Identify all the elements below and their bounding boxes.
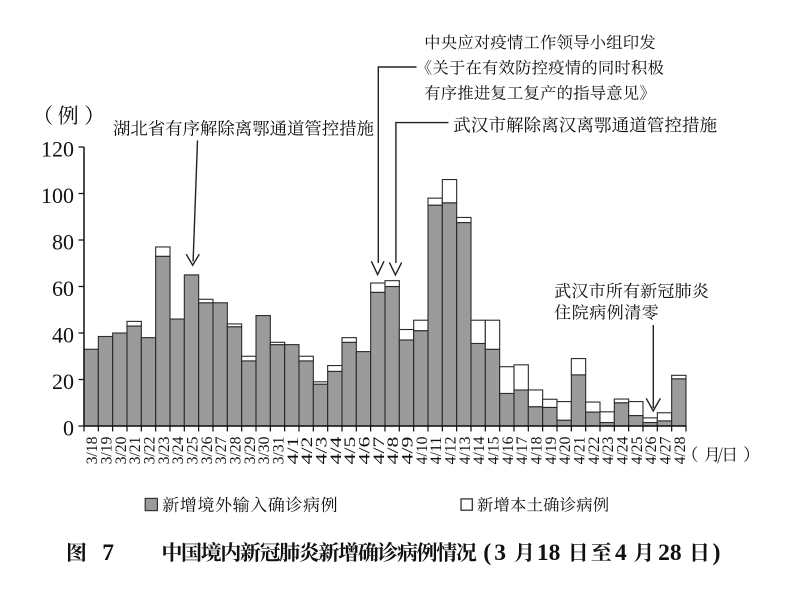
svg-text:4/27: 4/27 <box>656 437 675 465</box>
svg-text:4/14: 4/14 <box>469 437 488 465</box>
svg-text:4/16: 4/16 <box>498 437 517 465</box>
svg-text:100: 100 <box>41 183 74 208</box>
svg-text:3/18: 3/18 <box>82 437 101 465</box>
svg-text:4/22: 4/22 <box>584 437 603 465</box>
svg-text:4/4: 4/4 <box>326 437 345 465</box>
svg-text:3/28: 3/28 <box>226 437 245 465</box>
svg-text:4: 4 <box>615 540 627 566</box>
svg-text:4/10: 4/10 <box>412 437 431 465</box>
svg-text:4/26: 4/26 <box>641 437 660 465</box>
svg-text:4/24: 4/24 <box>613 437 632 465</box>
svg-text:4/5: 4/5 <box>340 437 359 465</box>
svg-text:4/11: 4/11 <box>426 437 445 465</box>
svg-text:20: 20 <box>52 369 74 394</box>
svg-text:4/18: 4/18 <box>527 437 546 465</box>
svg-text:3/31: 3/31 <box>269 437 288 465</box>
svg-text:3/27: 3/27 <box>211 437 230 465</box>
svg-text:4/23: 4/23 <box>598 437 617 465</box>
svg-text:): ) <box>713 540 721 566</box>
svg-text:18: 18 <box>537 540 561 566</box>
svg-text:80: 80 <box>52 229 74 254</box>
svg-text:60: 60 <box>52 276 74 301</box>
svg-text:28: 28 <box>658 540 682 566</box>
svg-text:120: 120 <box>41 136 74 161</box>
svg-text:40: 40 <box>52 322 74 347</box>
svg-text:3/20: 3/20 <box>111 437 130 465</box>
svg-text:3/24: 3/24 <box>168 437 187 465</box>
svg-text:3/19: 3/19 <box>97 437 116 465</box>
svg-text:3/21: 3/21 <box>125 437 144 465</box>
svg-text:4/15: 4/15 <box>484 437 503 465</box>
svg-text:4/28: 4/28 <box>670 437 689 465</box>
svg-text:4/6: 4/6 <box>355 437 374 465</box>
svg-text:4/19: 4/19 <box>541 437 560 465</box>
svg-text:(: ( <box>483 540 491 566</box>
svg-text:4/3: 4/3 <box>312 437 331 465</box>
svg-text:3/23: 3/23 <box>154 437 173 465</box>
svg-text:3/29: 3/29 <box>240 437 259 465</box>
svg-text:4/25: 4/25 <box>627 437 646 465</box>
svg-text:0: 0 <box>63 415 74 440</box>
svg-text:3/30: 3/30 <box>254 437 273 465</box>
svg-text:3/26: 3/26 <box>197 437 216 465</box>
svg-text:4/17: 4/17 <box>512 437 531 465</box>
svg-text:4/2: 4/2 <box>297 437 316 465</box>
svg-text:4/8: 4/8 <box>383 437 402 465</box>
svg-text:3/25: 3/25 <box>183 437 202 465</box>
svg-text:4/13: 4/13 <box>455 437 474 465</box>
svg-text:4/7: 4/7 <box>369 437 388 465</box>
svg-text:4/21: 4/21 <box>570 437 589 465</box>
svg-text:4/9: 4/9 <box>398 437 417 465</box>
svg-text:4/12: 4/12 <box>441 437 460 465</box>
svg-text:4/20: 4/20 <box>555 437 574 465</box>
svg-text:3/22: 3/22 <box>140 437 159 465</box>
svg-text:7: 7 <box>102 540 114 566</box>
svg-text:4/1: 4/1 <box>283 437 302 465</box>
svg-text:3: 3 <box>494 540 506 566</box>
